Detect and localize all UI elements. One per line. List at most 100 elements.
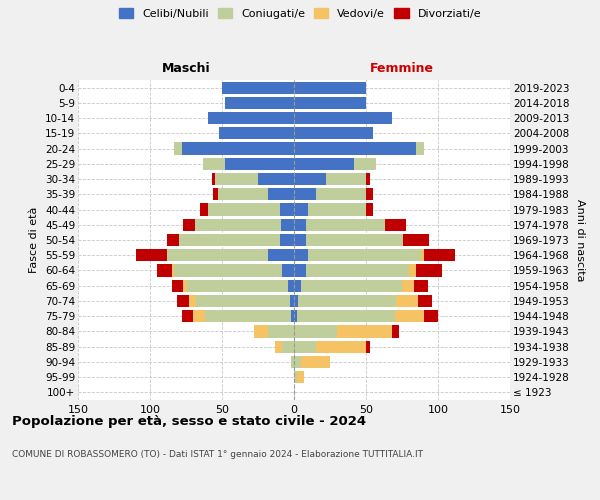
Bar: [288, 280, 294, 292]
Bar: [214, 188, 218, 200]
Bar: [183, 280, 187, 292]
Bar: [413, 280, 428, 292]
Bar: [291, 310, 294, 322]
Bar: [182, 142, 294, 154]
Bar: [179, 234, 280, 246]
Bar: [194, 218, 281, 231]
Bar: [187, 280, 288, 292]
Bar: [189, 295, 196, 307]
Bar: [392, 326, 399, 338]
Bar: [268, 188, 294, 200]
Bar: [290, 295, 294, 307]
Bar: [294, 142, 416, 154]
Bar: [308, 249, 421, 262]
Bar: [175, 264, 283, 276]
Bar: [305, 264, 409, 276]
Bar: [294, 310, 297, 322]
Bar: [157, 264, 172, 276]
Bar: [305, 218, 385, 231]
Bar: [294, 188, 316, 200]
Bar: [294, 173, 326, 185]
Text: Femmine: Femmine: [370, 62, 434, 76]
Bar: [326, 173, 366, 185]
Bar: [281, 218, 294, 231]
Bar: [297, 371, 304, 383]
Bar: [366, 340, 370, 353]
Y-axis label: Fasce di età: Fasce di età: [29, 207, 40, 273]
Bar: [268, 249, 294, 262]
Bar: [203, 158, 225, 170]
Bar: [297, 310, 395, 322]
Bar: [218, 188, 268, 200]
Bar: [254, 326, 268, 338]
Bar: [355, 158, 376, 170]
Bar: [196, 295, 290, 307]
Bar: [305, 234, 403, 246]
Bar: [316, 188, 366, 200]
Bar: [208, 204, 280, 216]
Bar: [268, 326, 294, 338]
Bar: [283, 264, 294, 276]
Bar: [395, 310, 424, 322]
Bar: [421, 249, 424, 262]
Bar: [366, 204, 373, 216]
Bar: [222, 82, 294, 94]
Bar: [316, 340, 366, 353]
Bar: [294, 356, 301, 368]
Bar: [275, 340, 283, 353]
Bar: [225, 97, 294, 109]
Bar: [424, 310, 438, 322]
Text: COMUNE DI ROBASSOMERO (TO) - Dati ISTAT 1° gennaio 2024 - Elaborazione TUTTITALI: COMUNE DI ROBASSOMERO (TO) - Dati ISTAT …: [12, 450, 423, 459]
Bar: [167, 249, 268, 262]
Bar: [294, 82, 366, 94]
Y-axis label: Anni di nascita: Anni di nascita: [575, 198, 585, 281]
Bar: [294, 371, 297, 383]
Bar: [385, 218, 406, 231]
Bar: [294, 204, 308, 216]
Bar: [396, 295, 418, 307]
Bar: [167, 234, 179, 246]
Bar: [301, 356, 330, 368]
Bar: [366, 188, 373, 200]
Bar: [294, 249, 308, 262]
Bar: [219, 127, 294, 140]
Bar: [182, 310, 193, 322]
Bar: [283, 340, 294, 353]
Bar: [337, 326, 392, 338]
Bar: [291, 356, 294, 368]
Bar: [294, 340, 316, 353]
Bar: [402, 280, 413, 292]
Bar: [308, 204, 366, 216]
Bar: [403, 234, 430, 246]
Bar: [424, 249, 455, 262]
Bar: [294, 280, 301, 292]
Bar: [258, 173, 294, 185]
Bar: [301, 280, 402, 292]
Bar: [294, 234, 305, 246]
Bar: [294, 295, 298, 307]
Bar: [212, 173, 215, 185]
Bar: [294, 158, 355, 170]
Bar: [172, 264, 175, 276]
Bar: [175, 142, 182, 154]
Bar: [178, 295, 189, 307]
Bar: [409, 264, 416, 276]
Bar: [294, 218, 305, 231]
Bar: [416, 142, 424, 154]
Bar: [280, 204, 294, 216]
Legend: Celibi/Nubili, Coniugati/e, Vedovi/e, Divorziati/e: Celibi/Nubili, Coniugati/e, Vedovi/e, Di…: [117, 6, 483, 21]
Bar: [193, 310, 205, 322]
Bar: [294, 97, 366, 109]
Bar: [418, 295, 432, 307]
Bar: [183, 218, 194, 231]
Text: Popolazione per età, sesso e stato civile - 2024: Popolazione per età, sesso e stato civil…: [12, 415, 366, 428]
Bar: [416, 264, 442, 276]
Bar: [136, 249, 167, 262]
Bar: [294, 112, 392, 124]
Bar: [225, 158, 294, 170]
Bar: [205, 310, 291, 322]
Bar: [294, 264, 305, 276]
Bar: [200, 204, 208, 216]
Bar: [280, 234, 294, 246]
Bar: [215, 173, 258, 185]
